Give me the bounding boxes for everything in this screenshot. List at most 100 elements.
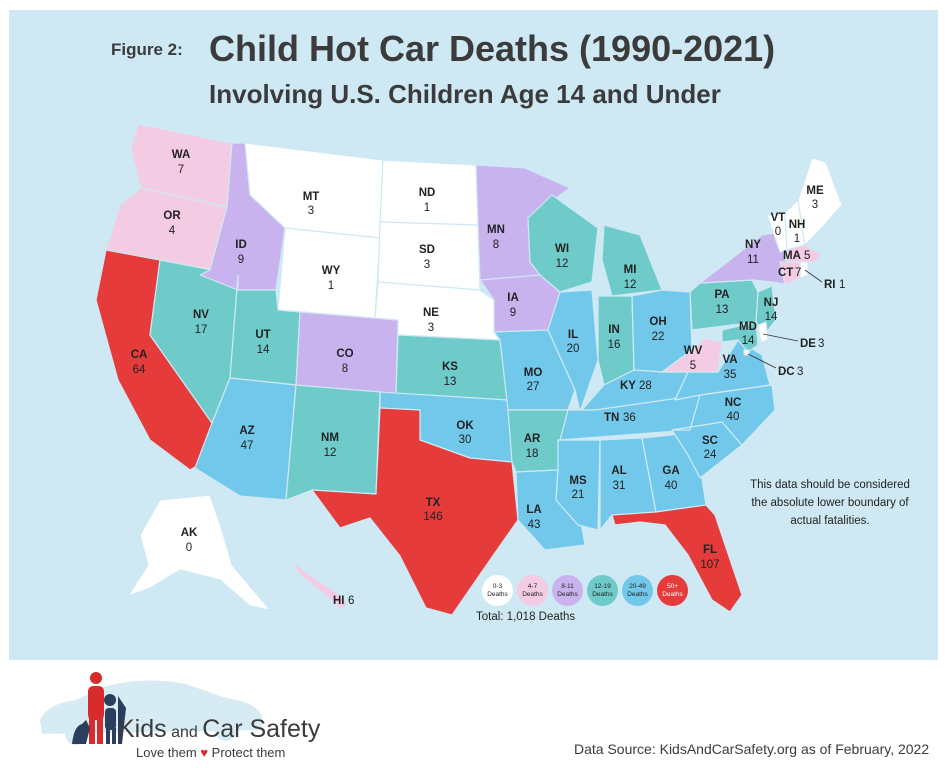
state-me[interactable]	[797, 157, 843, 246]
label-mn-abbr: MN	[487, 224, 505, 236]
label-tx-abbr: TX	[426, 497, 441, 509]
label-il-deaths: 20	[567, 343, 580, 355]
label-wv-abbr: WV	[684, 345, 703, 357]
label-id-deaths: 9	[238, 254, 244, 266]
label-ok-abbr: OK	[456, 420, 474, 432]
label-va-abbr: VA	[722, 354, 737, 366]
state-ma[interactable]	[786, 244, 823, 263]
state-wi[interactable]	[527, 194, 599, 293]
label-la-abbr: LA	[526, 504, 541, 516]
label-ak-deaths: 0	[186, 542, 192, 554]
label-wy-abbr: WY	[322, 265, 341, 277]
label-wi-abbr: WI	[555, 243, 569, 255]
label-wy-deaths: 1	[328, 280, 334, 292]
label-nd-abbr: ND	[419, 187, 436, 199]
label-ri-deaths: 1	[839, 279, 845, 291]
label-nh-deaths: 1	[794, 233, 800, 245]
label-nj-deaths: 14	[765, 311, 778, 323]
legend: 0-3 Deaths 4-7 Deaths 8-11 Deaths 12-19 Deat…	[482, 575, 688, 606]
label-sd-abbr: SD	[419, 244, 435, 256]
state-de[interactable]	[757, 321, 769, 343]
data-disclaimer: This data should be considered the absol…	[750, 479, 910, 527]
label-ms-deaths: 21	[572, 489, 585, 501]
label-wi-deaths: 12	[556, 258, 569, 270]
state-fl[interactable]	[611, 504, 743, 613]
state-hi[interactable]	[291, 562, 349, 611]
label-la-deaths: 43	[528, 519, 541, 531]
legend-item: 8-11 Deaths	[552, 575, 583, 606]
label-hi-abbr: HI	[333, 595, 345, 607]
state-tx[interactable]	[311, 407, 519, 616]
label-ny-abbr: NY	[745, 239, 761, 251]
label-nv-abbr: NV	[193, 309, 209, 321]
label-mo-deaths: 27	[527, 381, 540, 393]
label-ks-abbr: KS	[442, 361, 458, 373]
label-ri-abbr: RI	[824, 279, 836, 291]
label-ne-deaths: 3	[428, 322, 434, 334]
label-hi-deaths: 6	[348, 595, 354, 607]
label-mn-deaths: 8	[493, 239, 499, 251]
label-co-deaths: 8	[342, 363, 348, 375]
label-ut-deaths: 14	[257, 344, 270, 356]
label-dc-deaths: 3	[797, 366, 803, 378]
data-source: Data Source: KidsAndCarSafety.org as of …	[574, 741, 930, 757]
label-az-deaths: 47	[241, 440, 254, 452]
label-pa-abbr: PA	[714, 289, 729, 301]
label-nv-deaths: 17	[195, 324, 208, 336]
label-pa-deaths: 13	[716, 304, 729, 316]
label-ct-deaths: 7	[795, 267, 801, 279]
label-az-abbr: AZ	[239, 425, 254, 437]
label-al-abbr: AL	[611, 465, 626, 477]
label-md-deaths: 14	[742, 335, 755, 347]
label-ar-deaths: 18	[526, 448, 539, 460]
label-wv-deaths: 5	[690, 360, 696, 372]
label-mt-deaths: 3	[308, 205, 314, 217]
figure-label: Figure 2:	[111, 40, 183, 59]
state-ny[interactable]	[699, 231, 791, 286]
label-tx-deaths: 146	[423, 511, 442, 523]
label-ga-deaths: 40	[665, 480, 678, 492]
label-wa-abbr: WA	[172, 149, 191, 161]
label-sc-abbr: SC	[702, 435, 718, 447]
brand-name: Kids and Car Safety	[118, 715, 321, 743]
label-ny-deaths: 11	[747, 254, 759, 266]
label-wa-deaths: 7	[178, 164, 184, 176]
state-wv[interactable]	[661, 337, 723, 373]
state-mi[interactable]	[601, 224, 663, 297]
label-nc-deaths: 40	[727, 411, 740, 423]
brand-tagline: Love them ♥ Protect them	[136, 745, 286, 760]
label-de-deaths: 3	[818, 338, 824, 350]
label-oh-abbr: OH	[649, 316, 666, 328]
label-or-abbr: OR	[163, 210, 181, 222]
state-sd[interactable]	[377, 221, 481, 291]
total-deaths: Total: 1,018 Deaths	[476, 611, 576, 623]
label-nh-abbr: NH	[789, 219, 806, 231]
page-subtitle: Involving U.S. Children Age 14 and Under	[209, 79, 721, 109]
state-dc[interactable]	[743, 349, 750, 356]
label-ca-deaths: 64	[133, 364, 146, 376]
page-title: Child Hot Car Deaths (1990-2021)	[209, 28, 776, 69]
state-ak[interactable]	[127, 494, 271, 611]
label-fl-abbr: FL	[703, 544, 717, 556]
label-md-abbr: MD	[739, 321, 757, 333]
label-vt-abbr: VT	[771, 212, 786, 224]
state-ri[interactable]	[799, 261, 809, 279]
label-ut-abbr: UT	[255, 329, 270, 341]
label-ia-deaths: 9	[510, 307, 516, 319]
label-tn-abbr: TN	[604, 412, 619, 424]
label-ct-abbr: CT	[778, 267, 793, 279]
label-ak-abbr: AK	[181, 527, 198, 539]
legend-item: 20-49 Deaths	[622, 575, 653, 606]
label-ms-abbr: MS	[569, 475, 587, 487]
label-ok-deaths: 30	[459, 434, 472, 446]
label-oh-deaths: 22	[652, 331, 665, 343]
label-ky-abbr: KY	[620, 380, 636, 392]
label-or-deaths: 4	[169, 225, 176, 237]
label-nm-deaths: 12	[324, 447, 337, 459]
label-in-abbr: IN	[608, 324, 620, 336]
label-nm-abbr: NM	[321, 432, 339, 444]
label-nc-abbr: NC	[725, 397, 742, 409]
state-nj[interactable]	[755, 285, 777, 336]
label-vt-deaths: 0	[775, 226, 781, 238]
label-ky-deaths: 28	[639, 380, 652, 392]
